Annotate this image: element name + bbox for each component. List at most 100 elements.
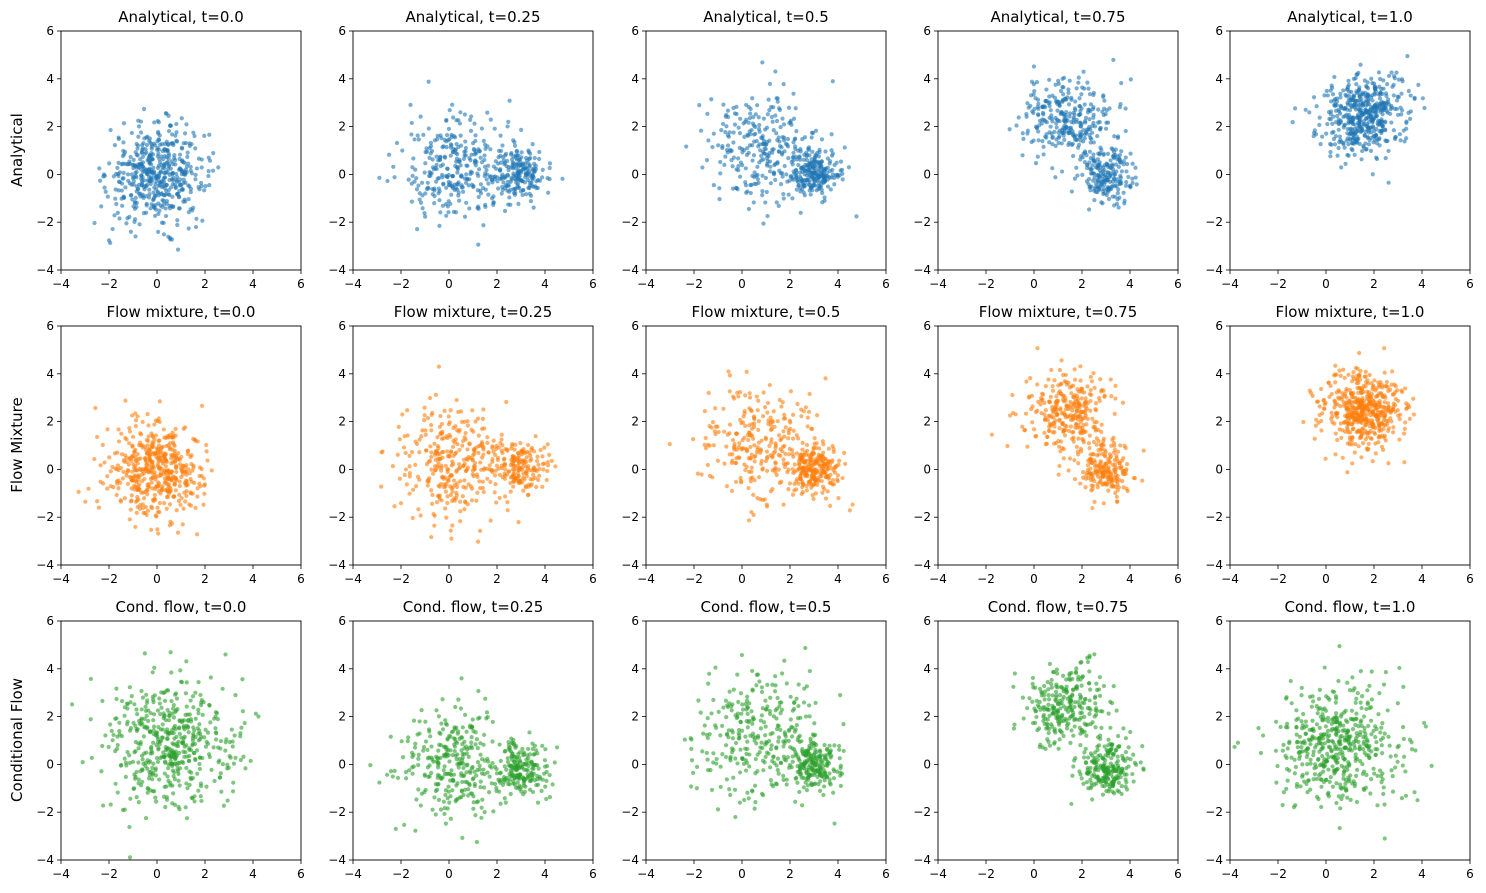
- scatter-point: [1335, 153, 1340, 158]
- scatter-point: [769, 440, 774, 445]
- scatter-point: [430, 157, 435, 162]
- scatter-point: [750, 475, 755, 480]
- scatter-point: [530, 167, 535, 172]
- scatter-point: [805, 415, 811, 420]
- scatter-point: [140, 472, 145, 477]
- scatter-point: [113, 196, 118, 201]
- scatter-point: [755, 176, 760, 182]
- scatter-point: [456, 190, 461, 195]
- scatter-point: [121, 457, 127, 463]
- scatter-point: [1099, 200, 1104, 205]
- scatter-point: [1094, 442, 1099, 447]
- x-tick-label: 0: [1030, 572, 1038, 586]
- scatter-point: [1385, 110, 1390, 115]
- scatter-point: [1014, 123, 1019, 128]
- scatter-point: [505, 188, 510, 193]
- scatter-point: [1112, 462, 1118, 467]
- scatter-point: [1024, 379, 1029, 384]
- scatter-point: [479, 440, 484, 445]
- x-tick-label: 4: [1126, 572, 1134, 586]
- scatter-point: [479, 467, 484, 472]
- scatter-point: [1066, 102, 1072, 107]
- scatter-point: [1346, 78, 1351, 83]
- scatter-point: [155, 505, 160, 510]
- scatter-point: [188, 491, 194, 496]
- scatter-point: [138, 162, 143, 167]
- scatter-point: [1079, 92, 1084, 97]
- scatter-point: [751, 415, 757, 421]
- scatter-point: [182, 197, 187, 202]
- scatter-point: [1062, 433, 1068, 438]
- scatter-point: [1078, 378, 1083, 383]
- scatter-point: [746, 104, 751, 110]
- x-tick-label: 4: [249, 277, 257, 291]
- scatter-point: [1047, 428, 1052, 433]
- y-tick-label: −2: [36, 215, 54, 229]
- scatter-point: [1386, 180, 1391, 185]
- scatter-point: [151, 190, 156, 195]
- scatter-point: [1101, 388, 1106, 393]
- scatter-point: [828, 187, 833, 192]
- scatter-point: [496, 155, 501, 160]
- scatter-point: [155, 509, 161, 515]
- scatter-point: [162, 501, 167, 506]
- scatter-point: [1036, 106, 1041, 111]
- scatter-point: [432, 464, 438, 469]
- scatter-point: [540, 454, 545, 459]
- scatter-point: [716, 143, 721, 148]
- scatter-point: [418, 513, 423, 518]
- scatter-point: [177, 152, 183, 157]
- scatter-point: [138, 130, 144, 135]
- scatter-point: [1345, 126, 1350, 132]
- scatter-point: [423, 428, 428, 433]
- x-tick-label: 0: [1322, 277, 1330, 291]
- scatter-point: [802, 193, 807, 198]
- scatter-point: [542, 445, 547, 450]
- scatter-point: [1081, 127, 1086, 133]
- scatter-point: [191, 205, 196, 210]
- scatter-point: [842, 145, 847, 150]
- scatter-point: [768, 164, 773, 169]
- scatter-point: [1346, 93, 1352, 99]
- scatter-point: [150, 152, 156, 157]
- scatter-point: [502, 461, 508, 466]
- scatter-point: [174, 508, 179, 513]
- scatter-point: [440, 172, 445, 177]
- scatter-point: [118, 465, 123, 471]
- scatter-point: [749, 469, 754, 474]
- scatter-point: [448, 142, 454, 147]
- scatter-point: [1373, 451, 1378, 456]
- scatter-point: [432, 188, 437, 193]
- scatter-point: [468, 455, 473, 460]
- scatter-point: [1052, 378, 1057, 383]
- scatter-point: [102, 185, 107, 190]
- scatter-point: [835, 473, 841, 478]
- scatter-point: [206, 173, 211, 179]
- scatter-point: [767, 382, 772, 388]
- scatter-point: [519, 155, 524, 160]
- scatter-point: [448, 528, 453, 533]
- scatter-point: [1047, 94, 1052, 99]
- scatter-point: [1042, 400, 1047, 405]
- scatter-point: [425, 483, 430, 488]
- scatter-point: [199, 403, 205, 408]
- scatter-point: [186, 467, 191, 472]
- scatter-point: [454, 469, 459, 474]
- scatter-point: [167, 177, 172, 182]
- scatter-point: [545, 460, 550, 465]
- scatter-point: [1066, 87, 1071, 92]
- scatter-point: [1060, 99, 1065, 104]
- scatter-point: [524, 192, 529, 197]
- scatter-point: [1104, 161, 1109, 166]
- scatter-point: [499, 437, 504, 442]
- scatter-point: [164, 201, 169, 206]
- scatter-point: [1411, 396, 1416, 401]
- scatter-point: [1067, 385, 1073, 390]
- scatter-point: [506, 183, 511, 188]
- scatter-point: [166, 443, 171, 448]
- scatter-point: [169, 461, 174, 466]
- scatter-point: [129, 182, 134, 187]
- scatter-point: [781, 429, 786, 434]
- scatter-point: [407, 464, 412, 469]
- scatter-point: [1083, 476, 1088, 481]
